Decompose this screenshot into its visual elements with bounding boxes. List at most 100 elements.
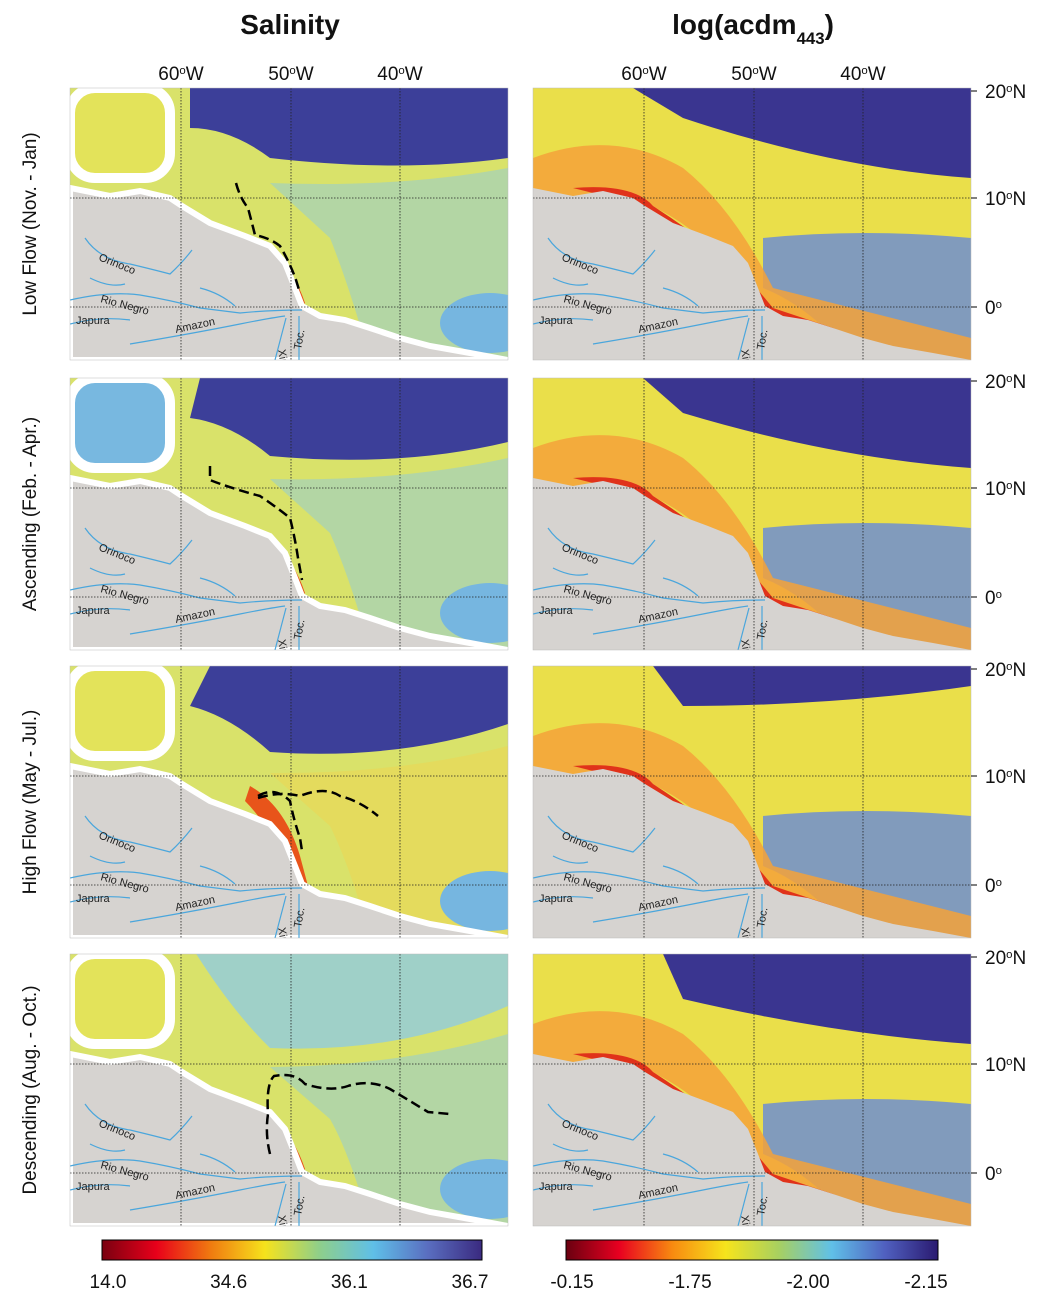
river-label: Toc. [292, 907, 307, 929]
blue-patch [440, 1159, 508, 1219]
lat-label: 10oN [985, 1055, 1026, 1076]
lon-label-part: W [759, 64, 777, 85]
river [552, 855, 589, 864]
caribbean [70, 666, 175, 761]
lat-label-part: o [996, 877, 1002, 889]
lat-label-part: o [996, 1165, 1002, 1177]
low-cdom [633, 88, 971, 178]
front-line [257, 789, 379, 852]
river [274, 317, 287, 360]
lon-label: 50oW [731, 64, 776, 85]
river-label: Toc. [755, 907, 770, 929]
lon-label: 60oW [621, 64, 666, 85]
lat-label-part: N [1012, 189, 1026, 210]
river [547, 815, 656, 853]
lat-label-part: o [1006, 949, 1012, 961]
row-label: Low Flow (Nov. - Jan) [20, 132, 41, 315]
lat-label-part: 20 [985, 372, 1006, 393]
lon-label-part: W [649, 64, 667, 85]
river [70, 1159, 303, 1180]
lat-label-part: 20 [985, 660, 1006, 681]
river-label: Japura [539, 605, 574, 617]
colorbar-tick-label: -0.15 [550, 1272, 593, 1293]
river-label: Toc. [292, 329, 307, 351]
lat-label: 20oN [985, 948, 1026, 969]
lat-label: 20oN [985, 660, 1026, 681]
colorbar-tick-label: 36.1 [331, 1272, 368, 1293]
river-label: Xingu [738, 348, 755, 378]
caribbean [70, 88, 175, 183]
lon-label-part: o [289, 65, 295, 77]
land [70, 1050, 508, 1226]
panel-frame [69, 87, 509, 361]
river-label: Xingu [738, 926, 755, 956]
lat-label-part: 0 [985, 1164, 996, 1185]
lat-label: 0o [985, 1164, 1002, 1185]
river [84, 1103, 193, 1141]
river [662, 287, 699, 307]
column-title-part: 443 [797, 29, 825, 48]
river [662, 865, 699, 885]
river-label: Japura [76, 893, 111, 905]
lat-label: 20oN [985, 372, 1026, 393]
lat-label-part: 10 [985, 767, 1006, 788]
river [84, 815, 193, 853]
river [199, 577, 236, 597]
river [274, 1183, 287, 1226]
colorbar-tick-label: 34.6 [210, 1272, 247, 1293]
river [70, 871, 303, 892]
lat-label-part: 0 [985, 876, 996, 897]
land [70, 184, 508, 360]
river [533, 1159, 766, 1180]
panel-frame [69, 377, 509, 651]
river [70, 1184, 131, 1191]
river [662, 1153, 699, 1173]
lat-label-part: 0 [985, 588, 996, 609]
river [70, 293, 303, 314]
lat-label-part: o [1006, 768, 1012, 780]
blue-patch [440, 871, 508, 931]
river [592, 605, 749, 635]
lon-label-part: W [868, 64, 886, 85]
colorbar-tick-label: 14.0 [90, 1272, 127, 1293]
river [70, 896, 131, 903]
river [552, 567, 589, 576]
lat-label: 10oN [985, 189, 1026, 210]
caribbean [70, 378, 175, 473]
river [274, 607, 287, 650]
lon-label-part: o [861, 65, 867, 77]
front-line [208, 466, 304, 581]
lon-label: 50oW [268, 64, 313, 85]
river [89, 567, 126, 576]
land [70, 474, 508, 650]
lat-label-part: o [1006, 373, 1012, 385]
high-salinity [190, 666, 508, 754]
river [592, 893, 749, 923]
panel-frame [69, 953, 509, 1227]
panel-frame [532, 87, 972, 361]
lat-label-part: N [1012, 660, 1026, 681]
river [129, 893, 286, 923]
low-cdom [653, 666, 971, 706]
lat-label-part: N [1012, 479, 1026, 500]
panel-frame [532, 377, 972, 651]
lat-label-part: 10 [985, 189, 1006, 210]
lon-label-part: 50 [268, 64, 289, 85]
lat-label-part: o [1006, 190, 1012, 202]
column-title-part: ) [825, 9, 834, 40]
river-label: Japura [539, 315, 574, 327]
low-cdom [643, 378, 971, 468]
high-salinity [190, 378, 508, 460]
lon-label-part: o [398, 65, 404, 77]
row-label: Ascending (Feb. - Apr.) [20, 417, 41, 611]
panel-frame [532, 953, 972, 1227]
river [737, 1183, 750, 1226]
river-label: Xingu [275, 926, 292, 956]
river-label: Toc. [755, 619, 770, 641]
